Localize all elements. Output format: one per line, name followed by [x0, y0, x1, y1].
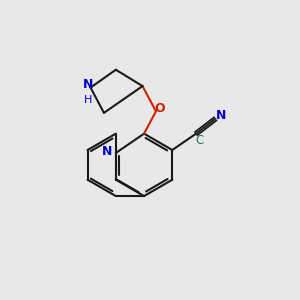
Text: N: N	[102, 145, 112, 158]
Text: O: O	[154, 102, 165, 115]
Text: H: H	[83, 95, 92, 105]
Text: N: N	[216, 109, 226, 122]
Text: N: N	[82, 78, 93, 91]
Text: C: C	[195, 134, 203, 147]
